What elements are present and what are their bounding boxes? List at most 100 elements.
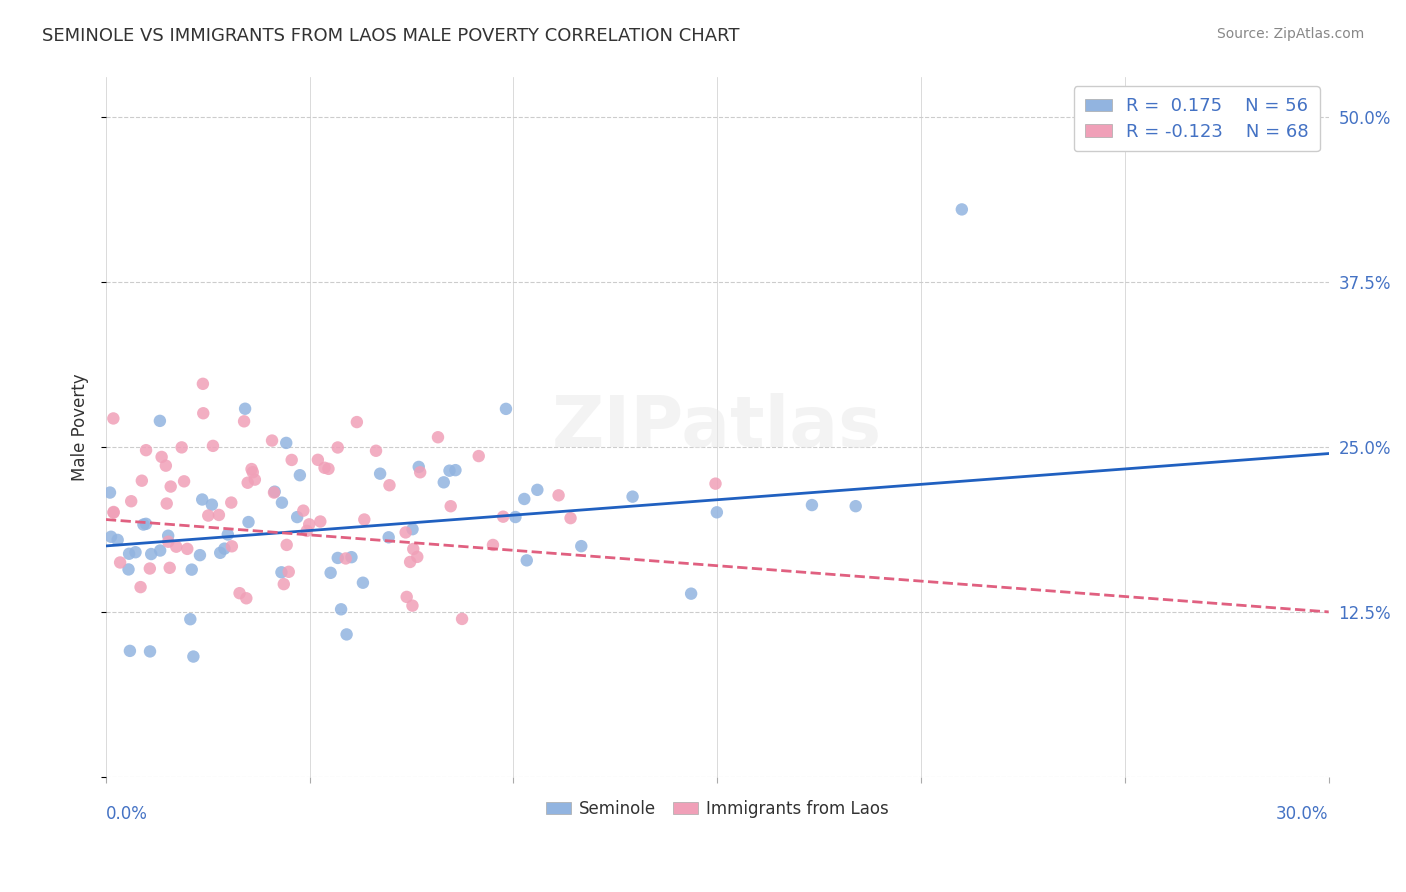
- Immigrants from Laos: [273, 577, 295, 591]
- Text: 0.0%: 0.0%: [105, 805, 148, 822]
- Seminole: [100, 530, 122, 544]
- Immigrants from Laos: [260, 434, 283, 448]
- Seminole: [271, 496, 294, 510]
- Seminole: [117, 562, 139, 576]
- Immigrants from Laos: [197, 508, 219, 523]
- Immigrants from Laos: [159, 561, 181, 575]
- Seminole: [326, 550, 349, 565]
- Seminole: [433, 475, 456, 490]
- Seminole: [319, 566, 342, 580]
- Seminole: [505, 510, 527, 524]
- Immigrants from Laos: [560, 511, 582, 525]
- Seminole: [401, 522, 423, 536]
- Immigrants from Laos: [427, 430, 450, 444]
- Immigrants from Laos: [135, 443, 157, 458]
- Seminole: [149, 414, 172, 428]
- Immigrants from Laos: [326, 441, 349, 455]
- Seminole: [681, 587, 703, 601]
- Immigrants from Laos: [395, 525, 418, 540]
- Immigrants from Laos: [295, 524, 318, 538]
- Immigrants from Laos: [150, 450, 173, 464]
- Seminole: [439, 464, 461, 478]
- Immigrants from Laos: [298, 517, 321, 532]
- Seminole: [107, 533, 129, 547]
- Immigrants from Laos: [108, 556, 131, 570]
- Immigrants from Laos: [103, 506, 125, 520]
- Immigrants from Laos: [399, 555, 422, 569]
- Text: SEMINOLE VS IMMIGRANTS FROM LAOS MALE POVERTY CORRELATION CHART: SEMINOLE VS IMMIGRANTS FROM LAOS MALE PO…: [42, 27, 740, 45]
- Immigrants from Laos: [318, 462, 340, 476]
- Seminole: [330, 602, 353, 616]
- Immigrants from Laos: [201, 439, 224, 453]
- Immigrants from Laos: [280, 453, 302, 467]
- Seminole: [800, 498, 823, 512]
- Immigrants from Laos: [156, 496, 179, 510]
- Seminole: [340, 550, 363, 565]
- Seminole: [183, 649, 205, 664]
- Seminole: [495, 401, 517, 416]
- Immigrants from Laos: [240, 462, 263, 476]
- Immigrants from Laos: [155, 458, 177, 473]
- Seminole: [188, 548, 211, 562]
- Legend: Seminole, Immigrants from Laos: Seminole, Immigrants from Laos: [538, 793, 896, 824]
- Immigrants from Laos: [219, 495, 242, 509]
- Seminole: [201, 498, 224, 512]
- Immigrants from Laos: [292, 503, 315, 517]
- Immigrants from Laos: [395, 590, 418, 604]
- Immigrants from Laos: [165, 540, 187, 554]
- Immigrants from Laos: [191, 376, 214, 391]
- Immigrants from Laos: [233, 414, 256, 428]
- Text: ZIPatlas: ZIPatlas: [553, 392, 883, 462]
- Immigrants from Laos: [176, 541, 198, 556]
- Seminole: [209, 546, 232, 560]
- Seminole: [238, 515, 260, 529]
- Seminole: [526, 483, 548, 497]
- Seminole: [149, 543, 172, 558]
- Immigrants from Laos: [228, 586, 250, 600]
- Seminole: [263, 484, 285, 499]
- Seminole: [135, 516, 157, 531]
- Immigrants from Laos: [120, 494, 142, 508]
- Seminole: [706, 505, 728, 519]
- Immigrants from Laos: [103, 411, 125, 425]
- Immigrants from Laos: [409, 465, 432, 479]
- Immigrants from Laos: [547, 488, 569, 502]
- Immigrants from Laos: [170, 441, 193, 455]
- Seminole: [336, 627, 359, 641]
- Seminole: [285, 510, 308, 524]
- Seminole: [157, 529, 180, 543]
- Seminole: [288, 468, 311, 483]
- Immigrants from Laos: [309, 515, 332, 529]
- Immigrants from Laos: [221, 539, 243, 553]
- Immigrants from Laos: [467, 449, 489, 463]
- Seminole: [233, 401, 256, 416]
- Immigrants from Laos: [235, 591, 257, 606]
- Seminole: [118, 644, 141, 658]
- Seminole: [118, 547, 141, 561]
- Y-axis label: Male Poverty: Male Poverty: [72, 374, 89, 481]
- Immigrants from Laos: [276, 538, 298, 552]
- Immigrants from Laos: [103, 505, 125, 519]
- Immigrants from Laos: [402, 541, 425, 556]
- Text: Source: ZipAtlas.com: Source: ZipAtlas.com: [1216, 27, 1364, 41]
- Immigrants from Laos: [364, 443, 387, 458]
- Immigrants from Laos: [277, 565, 299, 579]
- Seminole: [139, 644, 162, 658]
- Immigrants from Laos: [353, 512, 375, 526]
- Immigrants from Laos: [378, 478, 401, 492]
- Seminole: [569, 539, 592, 553]
- Immigrants from Laos: [335, 551, 357, 566]
- Seminole: [352, 575, 374, 590]
- Seminole: [444, 463, 467, 477]
- Seminole: [513, 491, 536, 506]
- Immigrants from Laos: [236, 475, 259, 490]
- Seminole: [516, 553, 538, 567]
- Immigrants from Laos: [129, 580, 152, 594]
- Seminole: [408, 459, 430, 474]
- Seminole: [377, 530, 399, 544]
- Immigrants from Laos: [314, 460, 336, 475]
- Immigrants from Laos: [482, 538, 505, 552]
- Immigrants from Laos: [208, 508, 231, 522]
- Seminole: [141, 547, 163, 561]
- Seminole: [368, 467, 391, 481]
